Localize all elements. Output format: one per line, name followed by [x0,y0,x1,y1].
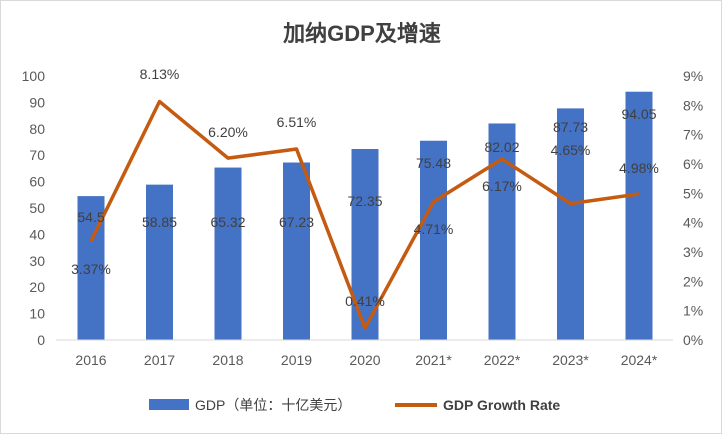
growth-data-label: 3.37% [71,261,111,277]
right-tick-label: 9% [683,68,703,84]
growth-data-label: 8.13% [140,66,180,82]
right-tick-label: 8% [683,97,703,113]
gdp-bar [283,162,310,340]
gdp-bar [420,140,447,340]
right-tick-label: 4% [683,215,703,231]
growth-data-label: 4.71% [414,221,454,237]
growth-data-label: 6.17% [482,178,522,194]
right-axis: 0% 1% 2% 3% 4% 5% 6% 7% 8% 9% [683,68,703,348]
gdp-data-label: 54.5 [77,209,104,225]
growth-line [89,99,640,330]
left-axis: 0 10 20 30 40 50 60 70 80 90 100 [22,68,46,348]
gdp-data-label: 72.35 [347,193,382,209]
x-tick-label: 2022* [484,352,521,368]
right-tick-label: 2% [683,273,703,289]
left-tick-label: 80 [29,121,45,137]
x-tick-label: 2019 [281,352,312,368]
left-tick-label: 20 [29,279,45,295]
legend-gdp-label: GDP（单位：十亿美元） [195,397,351,413]
legend: GDP（单位：十亿美元） GDP Growth Rate [149,397,560,413]
gdp-data-label: 94.05 [621,106,656,122]
left-tick-label: 10 [29,306,45,322]
x-tick-label: 2021* [415,352,452,368]
left-tick-label: 100 [22,68,46,84]
right-tick-label: 3% [683,244,703,260]
x-tick-label: 2016 [75,352,106,368]
gdp-data-label: 75.48 [416,155,451,171]
right-tick-label: 7% [683,127,703,143]
left-tick-label: 0 [37,332,45,348]
x-tick-label: 2023* [552,352,589,368]
x-tick-label: 2017 [144,352,175,368]
x-axis: 2016 2017 2018 2019 2020 2021* 2022* 2023* 2024* [56,339,673,368]
gdp-data-label: 58.85 [142,214,177,230]
left-tick-label: 70 [29,147,45,163]
gdp-bar [214,167,242,340]
gdp-bar [557,108,584,341]
gdp-bar [488,123,516,341]
right-tick-label: 0% [683,332,703,348]
left-tick-label: 60 [29,174,45,190]
x-tick-label: 2024* [621,352,658,368]
growth-data-label: 4.98% [619,160,659,176]
left-tick-label: 90 [29,94,45,110]
growth-data-label: 4.65% [551,142,591,158]
left-tick-label: 50 [29,200,45,216]
right-tick-label: 5% [683,185,703,201]
line-series [89,99,640,330]
legend-growth-label: GDP Growth Rate [443,397,560,413]
gdp-bar [146,184,173,340]
x-tick-label: 2018 [212,352,243,368]
gdp-data-label: 87.73 [553,119,588,135]
x-tick-label: 2020 [349,352,380,368]
gdp-data-label: 65.32 [210,214,245,230]
growth-data-label: 6.20% [208,124,248,140]
right-tick-label: 6% [683,156,703,172]
gdp-bar [625,91,653,340]
gdp-data-label: 82.02 [484,139,519,155]
left-tick-label: 30 [29,253,45,269]
growth-data-label: 0.41% [345,293,385,309]
growth-data-label: 6.51% [277,114,317,130]
data-labels: 54.5 58.85 65.32 67.23 72.35 75.48 82.02 87.73 9… [71,66,659,309]
legend-bar-swatch [149,399,189,410]
right-tick-label: 1% [683,303,703,319]
chart-title: 加纳GDP及增速 [282,21,441,46]
left-tick-label: 40 [29,226,45,242]
gdp-data-label: 67.23 [279,214,314,230]
bar-series [77,91,653,341]
